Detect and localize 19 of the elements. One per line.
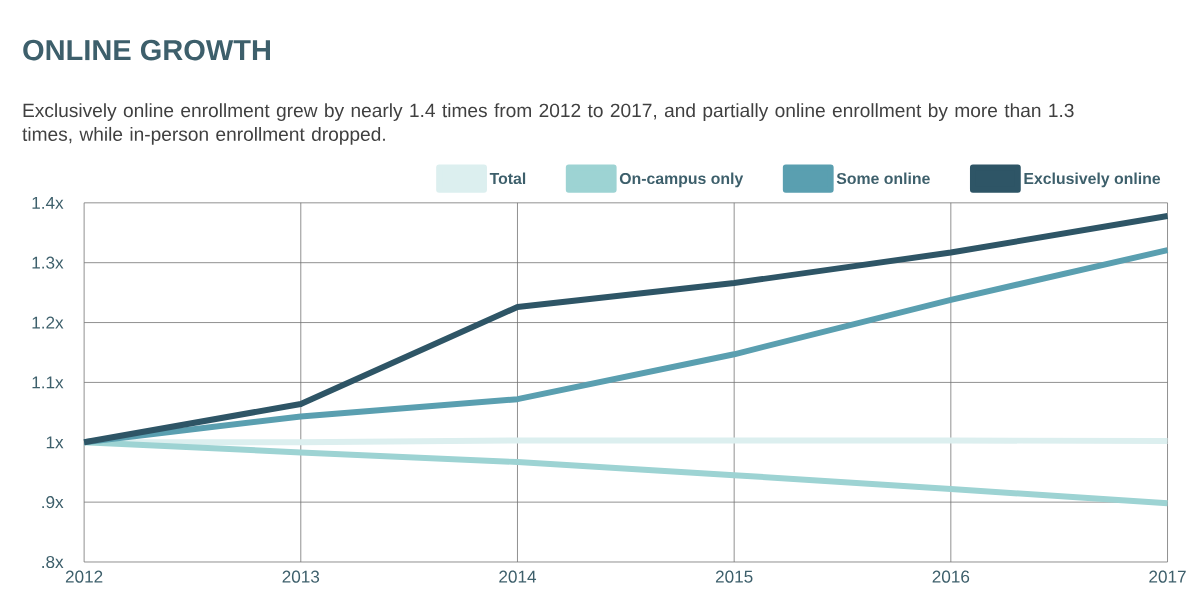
x-tick-label: 2014 <box>499 570 537 583</box>
chart-subtitle: Exclusively online enrollment grew by nearly 1.4 times from 2012 to 2017, and partially online enrollment by more than 1.3 times, while in-person enrollment dropped. <box>22 103 1074 145</box>
x-tick-label: 2015 <box>715 570 753 583</box>
x-tick-label: 2016 <box>932 570 970 583</box>
legend-label: Exclusively online <box>1024 172 1161 188</box>
y-tick-label: 1.1x <box>32 376 64 389</box>
chart-title: ONLINE GROWTH <box>23 40 270 61</box>
legend-label: Total <box>489 172 526 185</box>
y-tick-label: 1.2x <box>32 316 64 329</box>
y-tick-label: 1.3x <box>32 256 64 269</box>
legend-label: Some online <box>836 172 930 185</box>
x-tick-label: 2012 <box>65 570 103 583</box>
x-tick-label: 2013 <box>282 570 320 583</box>
x-tick-label: 2017 <box>1149 570 1186 583</box>
y-tick-label: .9x <box>42 496 64 509</box>
legend-label: On-campus only <box>619 172 744 188</box>
y-tick-label: 1x <box>46 436 64 449</box>
y-tick-label: .8x <box>42 556 64 569</box>
y-tick-label: 1.4x <box>32 197 64 209</box>
